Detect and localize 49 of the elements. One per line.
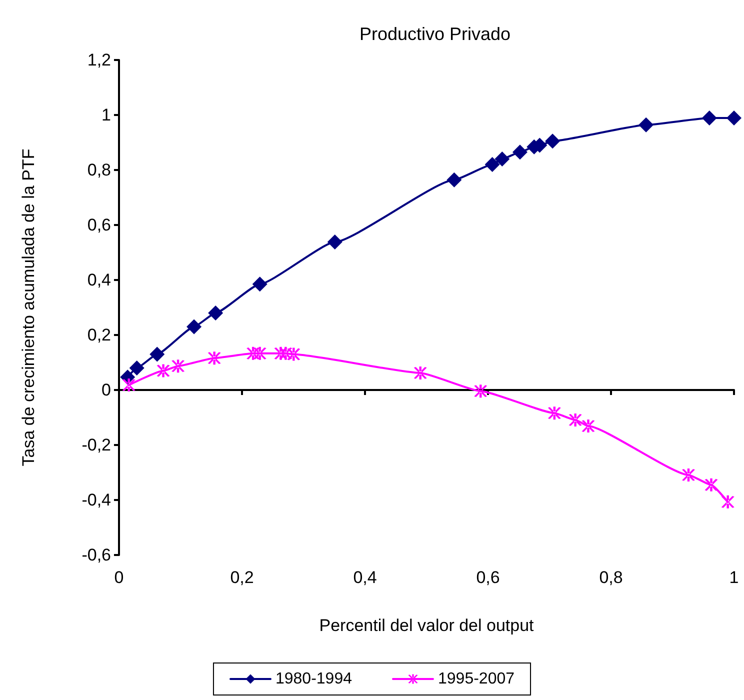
point xyxy=(474,384,488,398)
point xyxy=(414,366,427,380)
x-tick-label: 0 xyxy=(114,568,124,587)
legend-label: 1980-1994 xyxy=(275,670,352,688)
point xyxy=(287,348,300,361)
chart-title: Productivo Privado xyxy=(359,24,511,44)
point xyxy=(252,276,268,292)
x-tick-label: 0,4 xyxy=(353,568,377,587)
point xyxy=(253,346,266,360)
y-tick-label: 0,2 xyxy=(87,326,111,344)
y-tick-label: -0,2 xyxy=(82,436,111,454)
point xyxy=(582,420,595,433)
point xyxy=(638,117,654,132)
point xyxy=(186,319,202,334)
y-tick-label: 1 xyxy=(102,106,111,124)
y-axis-title: Tasa de crecimiento acumulada de la PTF xyxy=(19,148,38,466)
point xyxy=(568,413,582,426)
y-tick-label: 0,8 xyxy=(87,160,111,180)
x-tick-label: 0,8 xyxy=(599,568,623,587)
point xyxy=(129,360,144,376)
point xyxy=(327,234,342,250)
point xyxy=(150,346,165,362)
point xyxy=(704,478,718,492)
legend-label: 1995-2007 xyxy=(438,670,515,688)
x-tick-label: 1 xyxy=(729,568,739,587)
y-tick-label: -0,4 xyxy=(82,490,111,510)
point xyxy=(548,406,561,420)
y-tick-label: 0,6 xyxy=(87,216,111,234)
point xyxy=(512,144,528,160)
point xyxy=(208,306,224,320)
point xyxy=(446,172,462,188)
point xyxy=(726,110,742,126)
point xyxy=(484,157,500,172)
y-tick-label: 0,4 xyxy=(87,270,111,290)
y-tick-label: 0 xyxy=(102,380,111,400)
point xyxy=(494,152,510,166)
x-tick-label: 0,2 xyxy=(230,568,254,587)
point xyxy=(721,495,734,508)
point xyxy=(156,364,170,378)
x-axis-title: Percentil del valor del output xyxy=(319,616,534,635)
point xyxy=(208,352,221,365)
point xyxy=(545,134,560,149)
x-tick-label: 0,6 xyxy=(476,568,500,587)
point xyxy=(702,110,717,126)
y-tick-label: 1,2 xyxy=(87,50,111,70)
point xyxy=(682,468,695,482)
point xyxy=(122,378,136,392)
point xyxy=(172,360,185,373)
y-tick-label: -0,6 xyxy=(82,546,111,564)
